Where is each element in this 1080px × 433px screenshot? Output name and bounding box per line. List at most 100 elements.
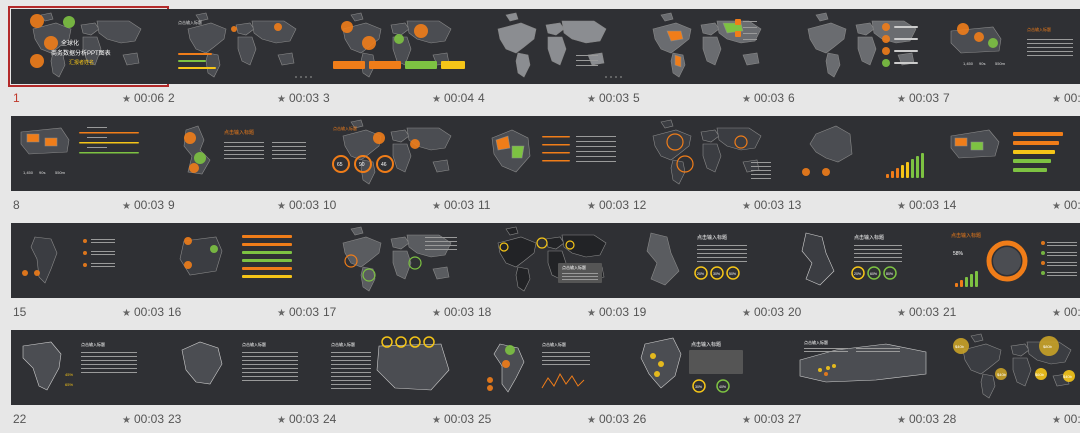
slide-duration: 00:03: [288, 305, 319, 319]
slide-preview[interactable]: 点击输入标题 58%: [941, 223, 1080, 298]
slide-thumbnail-7[interactable]: 点击输入标题 1,450 90s 550m 7 ★00:03: [941, 9, 1080, 112]
slide-thumbnail-14[interactable]: 14 ★00:03: [941, 116, 1080, 219]
text-line: [331, 368, 371, 369]
slide-preview[interactable]: 点击输入标题 45% 65%: [11, 330, 166, 405]
data-bubble: [189, 163, 199, 173]
slide-preview[interactable]: 1,450 90s 550m: [11, 116, 166, 191]
slide-preview[interactable]: [476, 116, 631, 191]
slide-thumbnail-6[interactable]: 6 ★ 00:03: [786, 9, 941, 112]
slide-preview[interactable]: [631, 116, 786, 191]
slide-preview[interactable]: 点击输入标题 65 90 46: [321, 116, 476, 191]
slide-thumbnail-10[interactable]: 点击输入标题 65 90 46 10 ★ 00:03: [321, 116, 476, 219]
slide-thumbnail-5[interactable]: 5 ★ 00:03: [631, 9, 786, 112]
slide-preview[interactable]: [11, 223, 166, 298]
slide-preview[interactable]: 点击输入标题: [476, 330, 631, 405]
stat-value: 40%: [719, 385, 726, 389]
slide-preview[interactable]: 点击输入标题 30% 40%: [631, 330, 786, 405]
text-line: [1047, 252, 1077, 253]
map-shape: [670, 159, 686, 185]
text-line: [751, 162, 771, 163]
slide-thumbnail-18[interactable]: 点击输入标题 18 ★ 00:03: [476, 223, 631, 326]
slide-thumbnail-16[interactable]: 16 ★ 00:03: [166, 223, 321, 326]
slide-preview[interactable]: 点击输入标题: [166, 330, 321, 405]
text-line: [242, 360, 298, 361]
map-shape: [360, 266, 376, 292]
slide-thumbnail-1[interactable]: 全球化 商务数据分析PPT图表 汇报者姓名 1 ★ 00:06: [8, 6, 169, 112]
slide-title: 商务数据分析PPT图表: [51, 49, 111, 57]
slide-thumbnail-23[interactable]: 点击输入标题 23 ★ 00:03: [166, 330, 321, 433]
slide-thumbnail-28[interactable]: $80b $40b $40b $60b $40b 28 ★00:03: [941, 330, 1080, 433]
slide-thumbnail-13[interactable]: 13 ★ 00:03: [786, 116, 941, 219]
data-bubble: [1041, 251, 1045, 255]
text-line: [91, 254, 115, 255]
slide-preview[interactable]: 点击输入标题: [166, 9, 321, 84]
map-shape: [491, 129, 531, 173]
slide-preview[interactable]: 点击输入标题: [786, 330, 941, 405]
slide-thumbnail-15[interactable]: 15 ★ 00:03: [11, 223, 166, 326]
slide-timing: ★00:03: [587, 198, 629, 212]
slide-thumbnail-4[interactable]: 4 ★ 00:03: [476, 9, 631, 112]
map-shape: [44, 137, 58, 147]
slide-title: 全球化: [61, 39, 79, 47]
bar: [441, 61, 465, 69]
slide-preview-graphic: 点击输入标题: [331, 336, 450, 391]
slide-thumbnail-20[interactable]: 点击输入标题 20% 60% 80% 20 ★ 00:03: [786, 223, 941, 326]
slide-thumbnail-17[interactable]: 17 ★ 00:03: [321, 223, 476, 326]
slide-preview[interactable]: [321, 9, 476, 84]
text-line: [576, 141, 616, 142]
slide-thumbnail-24[interactable]: 点击输入标题 24 ★ 00:03: [321, 330, 476, 433]
slide-thumbnail-27[interactable]: 点击输入标题 27 ★ 00:03: [786, 330, 941, 433]
text-line: [1027, 47, 1073, 48]
star-icon: ★: [277, 415, 286, 426]
text-line: [697, 261, 747, 262]
slide-preview[interactable]: 点击输入标题: [476, 223, 631, 298]
slide-preview[interactable]: 点击输入标题: [166, 116, 321, 191]
map-shape: [392, 143, 412, 173]
slide-thumbnail-19[interactable]: 点击输入标题 20% 30% 50% 19 ★ 00:03: [631, 223, 786, 326]
slide-preview[interactable]: [941, 116, 1080, 191]
slide-number: 9: [168, 198, 175, 212]
slide-preview-graphic: 点击输入标题: [178, 12, 312, 78]
stat-value: $80b: [1043, 344, 1053, 349]
text-line: [1047, 272, 1077, 273]
star-icon: ★: [587, 415, 596, 426]
ring-chart: [344, 254, 358, 268]
slide-thumbnail-12[interactable]: 12 ★ 00:03: [631, 116, 786, 219]
ring-chart: [565, 240, 575, 250]
data-bubble: [184, 261, 192, 269]
slide-thumbnail-25[interactable]: 点击输入标题 25 ★ 00:03: [476, 330, 631, 433]
slide-preview[interactable]: [476, 9, 631, 84]
slide-thumbnail-3[interactable]: 3 ★ 00:04: [321, 9, 476, 112]
slide-preview[interactable]: 全球化商务数据分析PPT图表 汇报者姓名: [8, 6, 169, 87]
slide-preview[interactable]: [631, 9, 786, 84]
slide-content: 点击输入标题 30% 40%: [640, 337, 743, 393]
text-line: [272, 150, 306, 151]
slide-thumbnail-8[interactable]: 1,450 90s 550m 8 ★ 00:03: [11, 116, 166, 219]
map-shape: [646, 232, 680, 286]
presenter-name: 汇报者姓名: [69, 59, 94, 66]
map-shape: [561, 234, 607, 258]
slide-thumbnail-21[interactable]: 点击输入标题 58% 21 ★00:03: [941, 223, 1080, 326]
slide-preview[interactable]: 点击输入标题 20% 30% 50%: [631, 223, 786, 298]
slide-thumbnail-22[interactable]: 点击输入标题 45% 65% 22 ★ 00:03: [11, 330, 166, 433]
slide-preview[interactable]: [321, 223, 476, 298]
stat-value: 80%: [886, 272, 893, 276]
slide-preview[interactable]: 点击输入标题 1,450 90s 550m: [941, 9, 1080, 84]
slide-content: [497, 12, 622, 78]
data-bubble: [394, 34, 404, 44]
slide-thumbnail-2[interactable]: 点击输入标题 2 ★ 00:03: [166, 9, 321, 112]
star-icon: ★: [1052, 415, 1061, 426]
slide-preview[interactable]: [786, 9, 941, 84]
slide-preview[interactable]: [786, 116, 941, 191]
data-bubble: [802, 168, 810, 176]
slide-preview[interactable]: 点击输入标题: [321, 330, 476, 405]
text-line: [87, 147, 107, 148]
slide-thumbnail-11[interactable]: 11 ★ 00:03: [476, 116, 631, 219]
bar: [960, 280, 963, 287]
slide-preview[interactable]: $80b $40b $40b $60b $40b: [941, 330, 1080, 405]
slide-preview[interactable]: [166, 223, 321, 298]
slide-thumbnail-9[interactable]: 点击输入标题 9 ★ 00:03: [166, 116, 321, 219]
slide-preview[interactable]: 点击输入标题 20% 60% 80%: [786, 223, 941, 298]
slide-thumbnail-26[interactable]: 点击输入标题 30% 40% 26 ★ 00:03: [631, 330, 786, 433]
